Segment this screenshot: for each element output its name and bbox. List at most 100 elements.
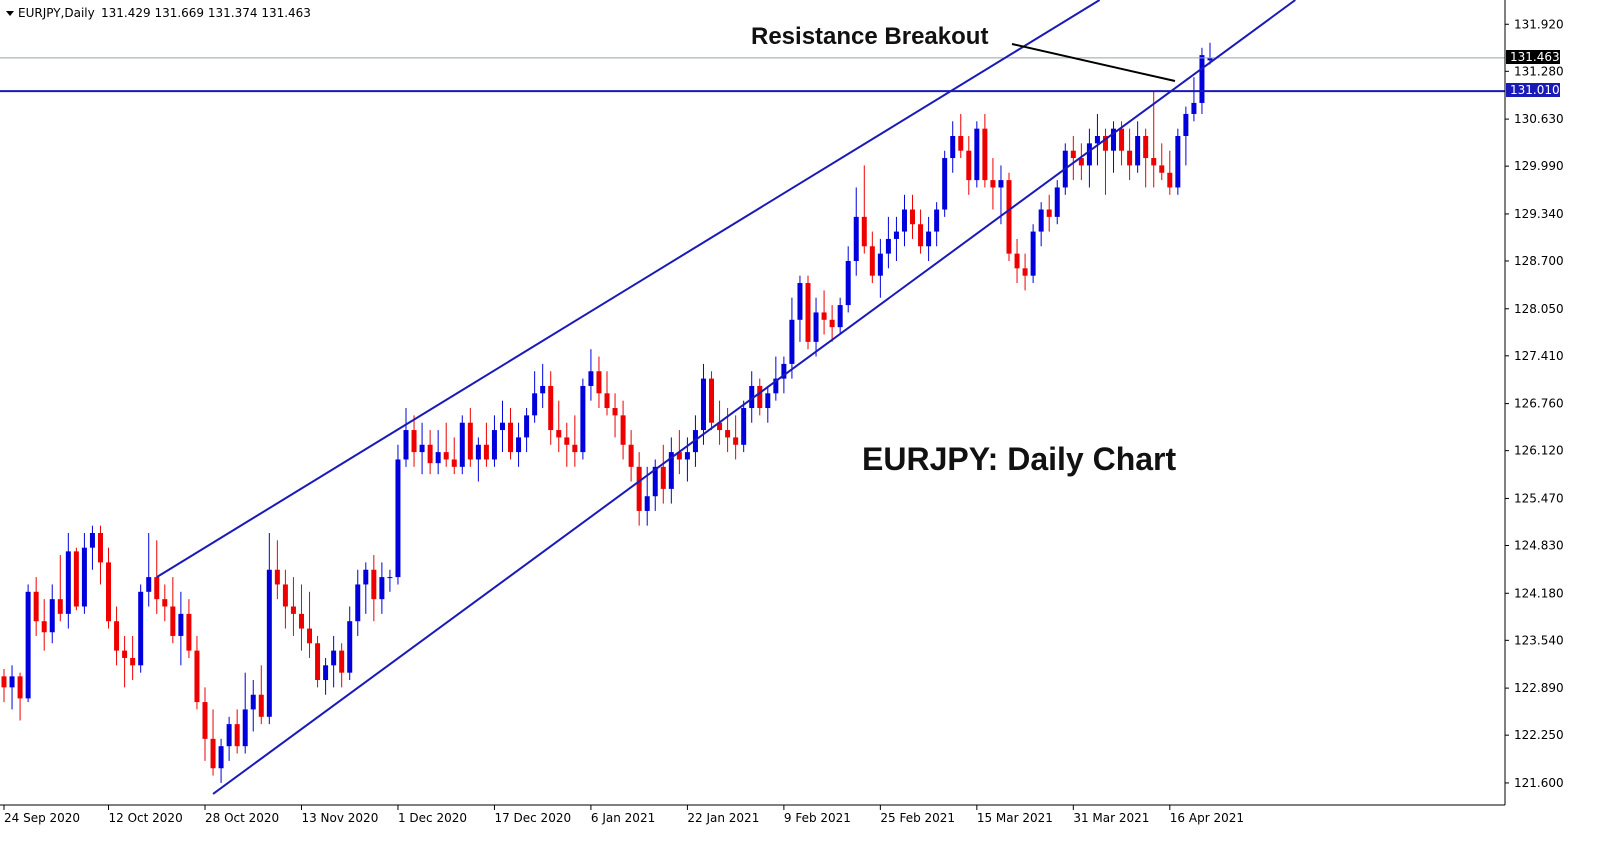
candle-body [749,385,755,409]
candle-body [122,650,128,658]
candle-body [298,613,304,629]
candle-body [403,430,409,460]
candle-body [25,591,31,699]
candle-body [596,371,602,394]
candle-body [387,577,393,579]
candle-body [138,591,144,666]
y-tick-label: 128.050 [1514,302,1564,316]
candle-body [532,393,538,416]
y-tick-label: 129.340 [1514,207,1564,221]
candle-body [331,650,337,666]
candle-body [789,319,795,364]
candle-body [741,408,747,445]
candle-body [114,621,120,651]
y-tick-label: 124.180 [1514,586,1564,600]
candle-body [379,577,385,600]
candle-body [572,444,578,453]
y-tick-label: 124.830 [1514,538,1564,552]
candle-body [676,452,682,460]
x-tick-label: 28 Oct 2020 [205,811,279,825]
candle-body [266,569,272,717]
candle-body [339,650,345,673]
candle-body [628,444,634,467]
candle-body [861,216,867,247]
candle-body [170,606,176,636]
candle-body [773,378,779,394]
y-tick-label: 131.920 [1514,17,1564,31]
breakout-pointer [1011,43,1176,82]
candle-body [459,422,465,467]
y-tick-label: 129.990 [1514,159,1564,173]
candle-body [41,621,47,633]
candle-body [1078,158,1084,166]
candle-body [443,452,449,460]
candle-body [684,452,690,460]
candle-body [162,599,168,607]
candle-body [813,312,819,342]
candle-body [700,378,706,431]
candle-body [1167,172,1173,188]
y-tick-label: 127.410 [1514,349,1564,363]
candle-body [1127,150,1133,166]
candle-body [926,231,932,247]
candle-body [942,158,948,210]
candle-body [9,676,15,688]
candle-body [419,444,425,453]
x-tick-label: 1 Dec 2020 [398,811,467,825]
candle-body [1046,209,1052,217]
candle-body [475,444,481,460]
y-tick-label: 125.470 [1514,491,1564,505]
candle-body [1111,128,1117,151]
candle-body [1199,55,1205,103]
candle-body [451,459,457,467]
candle-body [644,496,650,511]
y-tick-label: 128.700 [1514,254,1564,268]
candle-body [556,430,562,438]
candle-body [483,444,489,460]
candle-body [282,584,288,607]
candle-body [757,385,763,409]
candle-body [733,437,739,445]
candle-body [885,238,891,254]
candle-body [1014,253,1020,269]
candle-body [974,128,980,181]
candle-body [950,136,956,159]
candle-body [347,621,353,673]
candle-body [1006,180,1012,254]
resistance-price-tag: 131.010 [1510,83,1560,97]
candle-body [307,628,313,644]
x-tick-label: 16 Apr 2021 [1170,811,1244,825]
candle-body [130,657,136,666]
candle-body [65,551,71,614]
x-tick-label: 6 Jan 2021 [591,811,655,825]
candle-body [612,408,618,416]
candle-body [1143,136,1149,159]
candle-body [869,246,875,276]
candle-body [1119,128,1125,151]
channel-lower-line [212,0,1296,795]
channel-upper-line [156,0,1101,578]
candle-body [242,709,248,747]
candle-body [1102,136,1108,151]
candle-body [1094,136,1100,144]
candle-body [524,415,530,438]
resistance-price-tag-bg [1506,83,1560,97]
candle-body [202,702,208,739]
candle-body [893,231,899,239]
symbol-dropdown-icon[interactable] [6,11,14,16]
candle-body [1191,102,1197,114]
x-tick-label: 24 Sep 2020 [4,811,80,825]
candle-body [781,363,787,379]
y-tick-label: 131.280 [1514,64,1564,78]
candle-body [363,569,369,585]
candle-body [604,393,610,409]
candle-body [81,547,87,607]
candle-body [668,452,674,489]
candle-body [17,676,23,699]
candle-body [652,466,658,497]
candle-body [234,724,240,747]
candle-body [274,569,280,585]
candle-body [853,216,859,261]
candle-body [250,694,256,710]
